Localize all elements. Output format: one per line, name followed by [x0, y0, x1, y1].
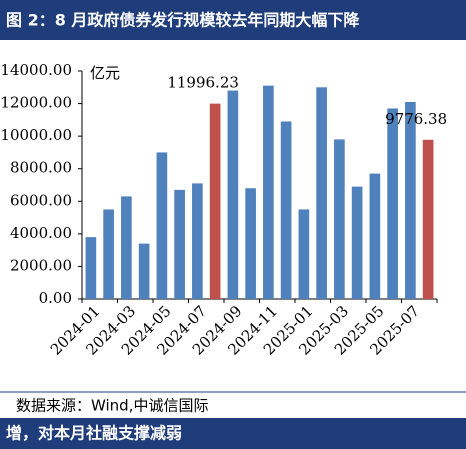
unit-label: 亿元: [90, 64, 120, 82]
bar: [245, 188, 256, 299]
bar: [298, 209, 310, 299]
y-tick-label: 2000.00: [10, 256, 72, 274]
bar: [316, 87, 327, 300]
bar: [174, 189, 185, 299]
bar: [422, 139, 434, 299]
footer-text: 增，对本月社融支撑减弱: [6, 424, 182, 443]
bar: [369, 173, 381, 299]
bar: [192, 183, 203, 299]
value-label: 9776.38: [385, 110, 447, 128]
y-tick-label: 14000.00: [0, 61, 72, 79]
y-tick-label: 0.00: [39, 289, 72, 307]
bar: [103, 209, 114, 299]
y-tick-label: 12000.00: [0, 94, 72, 112]
y-tick-label: 4000.00: [10, 224, 72, 242]
source: 数据来源：Wind,中诚信国际: [16, 397, 208, 415]
bar: [85, 237, 97, 299]
bar: [227, 90, 239, 300]
bar: [156, 152, 168, 299]
y-tick-label: 6000.00: [10, 191, 72, 209]
value-label: 11996.23: [167, 74, 239, 92]
bar: [334, 139, 345, 299]
bar: [387, 108, 398, 299]
bar: [263, 85, 274, 300]
bar: [209, 103, 221, 299]
y-tick-label: 10000.00: [0, 126, 72, 144]
bar: [405, 101, 416, 299]
bar: [351, 186, 363, 299]
chart-title: 图 2：8 月政府债券发行规模较去年同期大幅下降: [6, 11, 360, 30]
bar: [280, 121, 292, 299]
title-bar: [0, 0, 466, 40]
bar: [121, 196, 132, 299]
footer-bar: [0, 418, 466, 449]
bar: [138, 243, 150, 299]
y-tick-label: 8000.00: [10, 159, 72, 177]
